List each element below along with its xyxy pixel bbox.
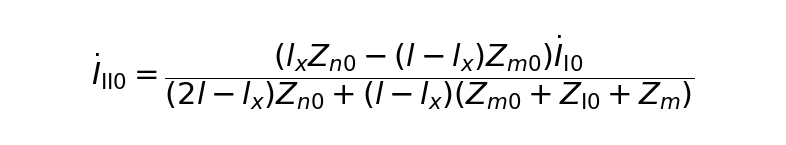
Text: $\dot{I}_{\rm II0} = \dfrac{\left(l_x Z_{n0} - (l - l_x) Z_{m0}\right) \dot{I}_{: $\dot{I}_{\rm II0} = \dfrac{\left(l_x Z_… — [91, 33, 695, 112]
